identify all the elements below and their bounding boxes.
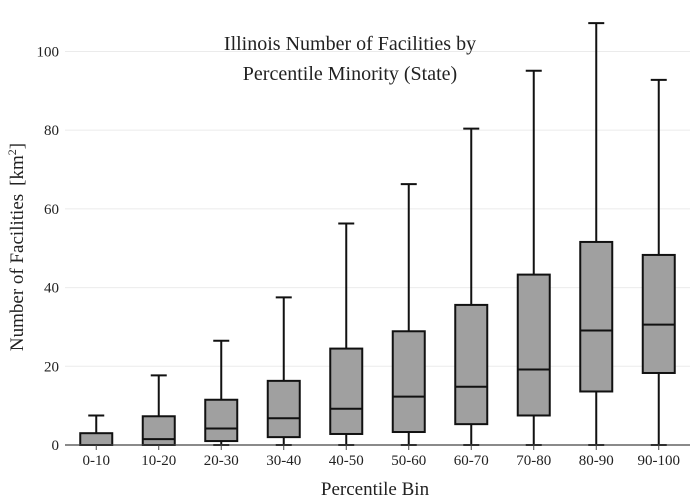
x-tick-label: 20-30 (204, 453, 239, 469)
box-40-50 (329, 222, 364, 446)
box-body (516, 273, 551, 417)
y-axis-title-unit-close: ] (7, 143, 28, 149)
y-tick-label: 80 (44, 123, 59, 139)
box-body (579, 240, 614, 393)
y-axis-title: Number of Facilities [km2] (5, 143, 28, 351)
axis-layer (65, 444, 690, 450)
y-axis-title-unit-sup: 2 (5, 149, 19, 155)
x-tick-label: 60-70 (454, 453, 489, 469)
box-body (454, 303, 489, 426)
x-tick-label: 90-100 (638, 453, 681, 469)
box-60-70 (454, 127, 489, 446)
x-tick-label: 80-90 (579, 453, 614, 469)
x-tick-label: 40-50 (329, 453, 364, 469)
box-body (641, 253, 676, 374)
y-tick-label: 40 (44, 281, 59, 297)
box-body (266, 379, 301, 439)
x-tick-label: 30-40 (266, 453, 301, 469)
y-tick-label: 60 (44, 202, 59, 218)
y-tick-label: 20 (44, 359, 59, 375)
box-50-60 (391, 183, 426, 446)
y-tick-label: 100 (37, 44, 60, 60)
box-0-10 (79, 414, 114, 447)
box-70-80 (516, 69, 551, 446)
x-tick-label: 70-80 (516, 453, 551, 469)
x-tick-label: 10-20 (141, 453, 176, 469)
box-body (391, 330, 426, 434)
box-body (141, 415, 176, 447)
box-90-100 (641, 78, 676, 446)
chart-title-line-2: Percentile Minority (State) (243, 63, 457, 85)
box-body (329, 347, 364, 435)
y-axis-title-main: Number of Facilities (7, 194, 28, 351)
box-20-30 (204, 339, 239, 446)
box-layer (79, 22, 676, 447)
box-body (79, 432, 114, 447)
x-tick-label: 50-60 (391, 453, 426, 469)
y-axis-title-unit: [km (7, 155, 28, 186)
box-80-90 (579, 22, 614, 446)
label-layer: 0 20 40 60 80 100 0-10 10-20 20-30 30-40 40-50 50-6… (37, 44, 681, 469)
x-tick-label: 0-10 (83, 453, 111, 469)
box-body (204, 398, 239, 443)
box-10-20 (141, 374, 176, 447)
x-axis-title: Percentile Bin (321, 479, 430, 500)
box-30-40 (266, 296, 301, 446)
y-tick-label: 0 (52, 438, 60, 454)
chart-title-line-1: Illinois Number of Facilities by (224, 33, 476, 55)
